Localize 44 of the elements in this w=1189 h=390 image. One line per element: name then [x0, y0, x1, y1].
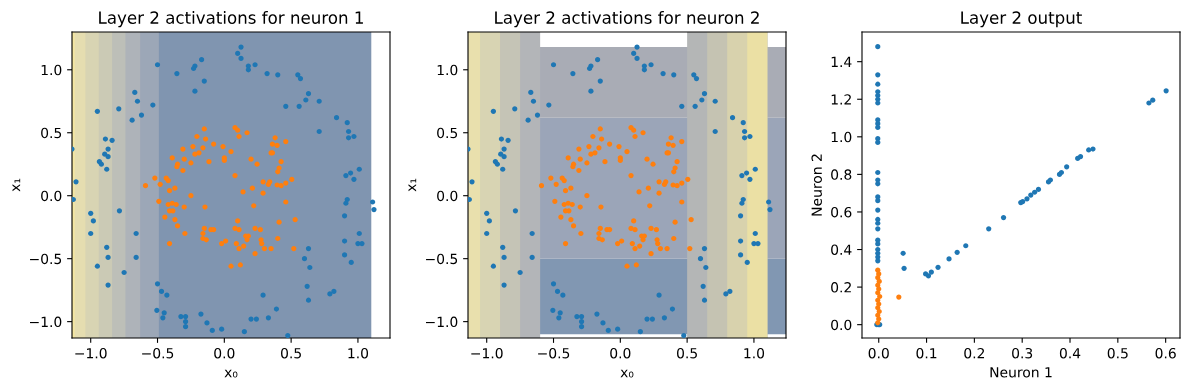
x-tick-label: −1.0: [75, 347, 107, 359]
x-tick-label: −1.0: [471, 347, 503, 359]
x-tick-label: 0.6: [1155, 347, 1176, 359]
x-tick-label: 0.0: [868, 347, 889, 359]
x-tick-label: 0.5: [281, 347, 301, 359]
x-tick-label: −0.5: [538, 347, 570, 359]
x-tick-label: 0.5: [677, 347, 697, 359]
y-tick-label: 0.0: [41, 190, 62, 202]
y-tick-label: −1.0: [426, 316, 458, 328]
x-tick-label: 0.4: [1059, 347, 1081, 359]
y-tick-label: 0.0: [831, 319, 852, 331]
y-axis-title: x₁: [408, 178, 417, 192]
y-tick-label: −0.5: [426, 253, 458, 265]
x-tick-label: 0.5: [1107, 347, 1128, 359]
y-tick-label: 0.2: [831, 282, 851, 293]
y-tick-label: 1.4: [831, 56, 852, 67]
chart-title: Layer 2 activations for neuron 1: [99, 11, 363, 28]
y-axis-title: Neuron 2: [811, 154, 822, 216]
x-tick-label: −0.5: [142, 347, 174, 359]
y-tick-label: 0.5: [437, 127, 458, 139]
x-axis-title: x₀: [224, 369, 238, 378]
x-tick-label: 1.0: [744, 347, 765, 359]
y-tick-label: 0.5: [41, 127, 62, 139]
y-tick-label: 1.0: [437, 64, 458, 76]
y-axis-title: x₁: [12, 178, 21, 192]
y-tick-label: −0.5: [30, 253, 62, 265]
x-tick-label: 0.0: [610, 347, 631, 359]
x-tick-label: 0.2: [964, 347, 985, 359]
y-tick-label: 0.4: [831, 244, 852, 255]
x-tick-label: 0.3: [1012, 347, 1033, 359]
x-axis-title: x₀: [620, 369, 634, 378]
y-tick-label: 1.0: [831, 131, 852, 143]
x-tick-label: 0.1: [916, 347, 937, 359]
x-axis-title: Neuron 1: [990, 367, 1052, 378]
y-tick-label: 1.0: [41, 64, 62, 76]
y-tick-label: 0.8: [831, 169, 852, 180]
y-tick-label: 0.0: [437, 190, 458, 202]
x-tick-label: 0.0: [214, 347, 235, 359]
chart-title: Layer 2 output: [961, 11, 1082, 28]
y-tick-label: −1.0: [30, 316, 62, 328]
y-tick-label: 1.2: [831, 94, 851, 105]
y-tick-label: 0.6: [831, 206, 852, 218]
chart-title: Layer 2 activations for neuron 2: [495, 11, 759, 28]
x-tick-label: 1.0: [348, 347, 369, 359]
